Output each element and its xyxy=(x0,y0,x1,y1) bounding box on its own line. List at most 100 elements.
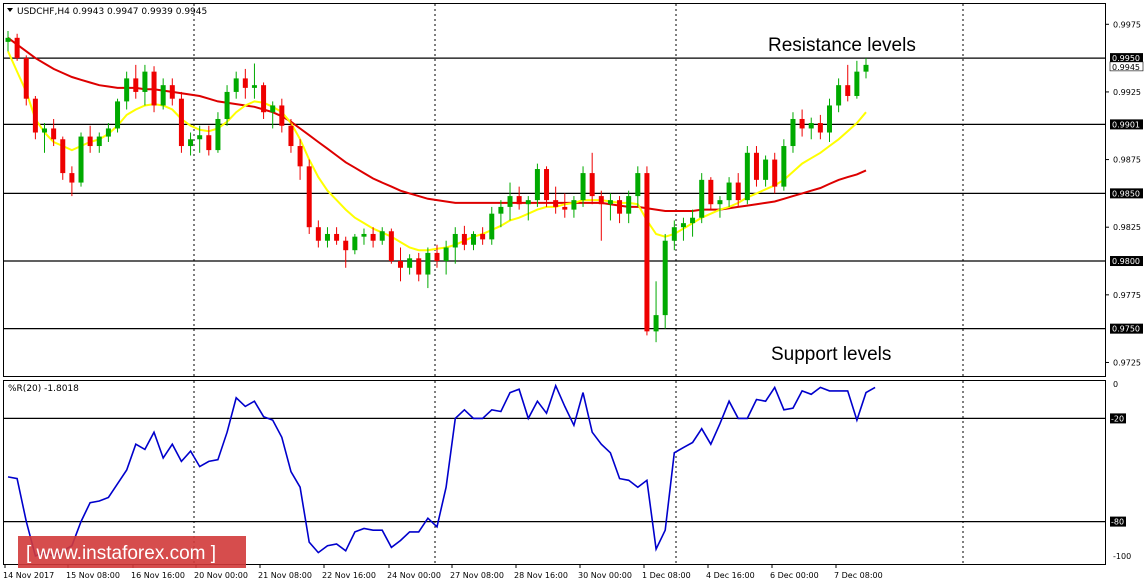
level-label: 0.9800 xyxy=(1112,257,1140,266)
candle-body xyxy=(744,152,750,201)
candle-body xyxy=(662,240,668,316)
candle-body xyxy=(617,200,623,214)
y-tick-label: 0.9775 xyxy=(1113,291,1141,300)
resistance-annotation: Resistance levels xyxy=(768,35,916,56)
candle-body xyxy=(516,196,522,205)
candles xyxy=(5,31,869,343)
level-tag xyxy=(1110,119,1143,130)
candle-body xyxy=(726,182,732,201)
indicator-title: %R(20) -1.8018 xyxy=(8,384,79,394)
candle-body xyxy=(471,233,477,245)
level-tag xyxy=(1110,256,1143,267)
candle-body xyxy=(544,169,550,201)
y-tick-label: 0.9975 xyxy=(1113,20,1141,29)
candle-body xyxy=(178,98,184,147)
candle-body xyxy=(169,85,175,99)
candle-body xyxy=(452,233,458,248)
candle-body xyxy=(334,233,340,241)
candle-body xyxy=(215,118,221,151)
candle-body xyxy=(790,118,796,147)
candle-body xyxy=(589,173,595,197)
level-label: 0.9850 xyxy=(1112,189,1140,198)
candle-body xyxy=(96,136,102,147)
candle-body xyxy=(32,98,38,133)
candle-body xyxy=(288,125,294,147)
candle-body xyxy=(562,206,568,210)
candle-body xyxy=(352,236,358,251)
candle-body xyxy=(598,196,604,205)
candle-body xyxy=(799,118,805,129)
candle-body xyxy=(653,315,659,332)
indicator-level-tag xyxy=(1110,413,1126,424)
candle-body xyxy=(407,258,413,268)
dropdown-triangle-icon[interactable] xyxy=(7,8,13,12)
candle-body xyxy=(133,78,139,92)
candle-body xyxy=(644,173,650,332)
candle-body xyxy=(397,261,403,268)
candle-body xyxy=(160,85,166,106)
candle-body xyxy=(343,240,349,251)
candle-body xyxy=(753,152,759,180)
candle-body xyxy=(233,78,239,92)
current-price-tag xyxy=(1109,61,1144,72)
candle-body xyxy=(571,200,577,210)
williams-r-panel: 0 -20 -80 -100 xyxy=(4,380,1131,561)
candle-body xyxy=(671,227,677,241)
level-label: 0.9950 xyxy=(1112,54,1140,63)
candle-body xyxy=(297,146,303,167)
level-tag xyxy=(1110,53,1143,64)
candle-body xyxy=(416,258,422,275)
candle-body xyxy=(124,78,130,102)
candle-body xyxy=(534,169,540,201)
candle-body xyxy=(434,252,440,262)
level-tag xyxy=(1110,188,1143,199)
candle-body xyxy=(735,182,741,201)
candle-body xyxy=(388,231,394,262)
y-tick-label: 0.9925 xyxy=(1113,88,1141,97)
y-tick-label: 0.9825 xyxy=(1113,223,1141,232)
candle-body xyxy=(863,64,869,72)
x-tick-label: 15 Nov 08:00 xyxy=(66,571,120,580)
level-tag xyxy=(1110,323,1143,334)
candle-body xyxy=(498,206,504,214)
candle-body xyxy=(188,139,194,147)
candle-body xyxy=(315,227,321,241)
x-tick-label: 14 Nov 2017 xyxy=(3,571,54,580)
candle-body xyxy=(206,135,212,151)
candle-body xyxy=(854,71,860,96)
candle-body xyxy=(224,91,230,119)
candle-body xyxy=(580,173,586,201)
candle-body xyxy=(51,128,57,140)
candle-body xyxy=(717,200,723,205)
candle-body xyxy=(480,233,486,240)
x-tick-label: 21 Nov 08:00 xyxy=(258,571,312,580)
chart-title: USDCHF,H4 0.9943 0.9947 0.9939 0.9945 xyxy=(17,7,207,17)
candle-body xyxy=(379,231,385,241)
candle-body xyxy=(553,200,559,207)
candle-body xyxy=(151,71,157,106)
candle-body xyxy=(772,159,778,187)
x-tick-label: 30 Nov 00:00 xyxy=(578,571,632,580)
vertical-grid xyxy=(193,4,964,564)
candle-body xyxy=(197,135,203,140)
candle-body xyxy=(489,213,495,240)
candle-body xyxy=(690,217,696,224)
price-levels xyxy=(4,57,1105,330)
candle-body xyxy=(635,173,641,197)
candle-body xyxy=(270,105,276,113)
x-tick-label: 28 Nov 16:00 xyxy=(514,571,568,580)
y-tick-label: 0.9875 xyxy=(1113,156,1141,165)
candle-body xyxy=(87,136,93,147)
x-tick-label: 6 Dec 00:00 xyxy=(770,571,819,580)
x-tick-label: 7 Dec 08:00 xyxy=(834,571,883,580)
candle-body xyxy=(324,233,330,241)
candle-body xyxy=(680,223,686,228)
candle-body xyxy=(425,252,431,275)
level-label: 0.9901 xyxy=(1112,120,1140,129)
candle-body xyxy=(763,159,769,180)
x-tick-label: 1 Dec 08:00 xyxy=(642,571,691,580)
candle-body xyxy=(279,105,285,126)
candle-body xyxy=(23,58,29,99)
current-price-label: 0.9945 xyxy=(1112,63,1140,72)
